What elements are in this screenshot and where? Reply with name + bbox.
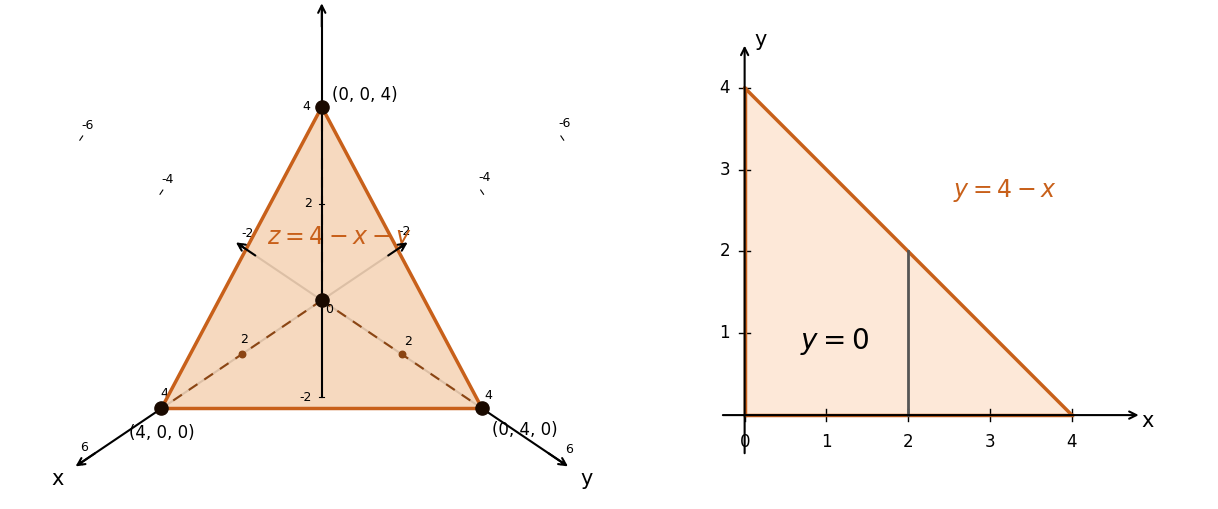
Text: 4: 4 bbox=[160, 387, 168, 400]
Text: 1: 1 bbox=[821, 433, 832, 451]
Point bbox=[392, 350, 412, 358]
Text: 6: 6 bbox=[80, 441, 88, 455]
Text: 2: 2 bbox=[404, 335, 412, 348]
Text: 4: 4 bbox=[720, 79, 730, 97]
Point bbox=[231, 350, 251, 358]
Point bbox=[473, 404, 492, 412]
Text: 2: 2 bbox=[303, 197, 312, 210]
Point bbox=[152, 404, 172, 412]
Text: -4: -4 bbox=[162, 173, 174, 186]
Text: -4: -4 bbox=[479, 171, 491, 184]
Text: -6: -6 bbox=[559, 117, 571, 130]
Point bbox=[312, 103, 331, 111]
Text: 2: 2 bbox=[720, 242, 730, 261]
Polygon shape bbox=[744, 88, 1072, 415]
Text: 0: 0 bbox=[325, 303, 334, 316]
Text: 3: 3 bbox=[985, 433, 995, 451]
Text: (0, 0, 4): (0, 0, 4) bbox=[333, 87, 397, 104]
Text: (4, 0, 0): (4, 0, 0) bbox=[129, 423, 194, 442]
Text: x: x bbox=[51, 469, 63, 489]
Text: $z = 4-x-y$: $z = 4-x-y$ bbox=[267, 224, 412, 251]
Text: 2: 2 bbox=[240, 333, 248, 346]
Polygon shape bbox=[162, 107, 482, 408]
Text: 1: 1 bbox=[720, 324, 730, 342]
Text: 4: 4 bbox=[302, 100, 311, 114]
Text: y: y bbox=[580, 469, 592, 489]
Text: x: x bbox=[1141, 411, 1155, 431]
Text: 2: 2 bbox=[903, 433, 914, 451]
Text: $y = 4-x$: $y = 4-x$ bbox=[954, 177, 1057, 204]
Text: -2: -2 bbox=[398, 225, 410, 238]
Text: -2: -2 bbox=[300, 390, 312, 404]
Text: y: y bbox=[754, 31, 767, 50]
Text: 4: 4 bbox=[1067, 433, 1077, 451]
Text: (0, 4, 0): (0, 4, 0) bbox=[492, 421, 558, 439]
Text: 4: 4 bbox=[485, 389, 492, 402]
Text: 0: 0 bbox=[739, 433, 750, 451]
Text: 6: 6 bbox=[565, 443, 572, 456]
Text: $y = 0$: $y = 0$ bbox=[800, 326, 870, 357]
Point bbox=[312, 296, 331, 304]
Text: 3: 3 bbox=[720, 161, 730, 179]
Text: -6: -6 bbox=[82, 119, 94, 132]
Text: -2: -2 bbox=[241, 227, 255, 240]
